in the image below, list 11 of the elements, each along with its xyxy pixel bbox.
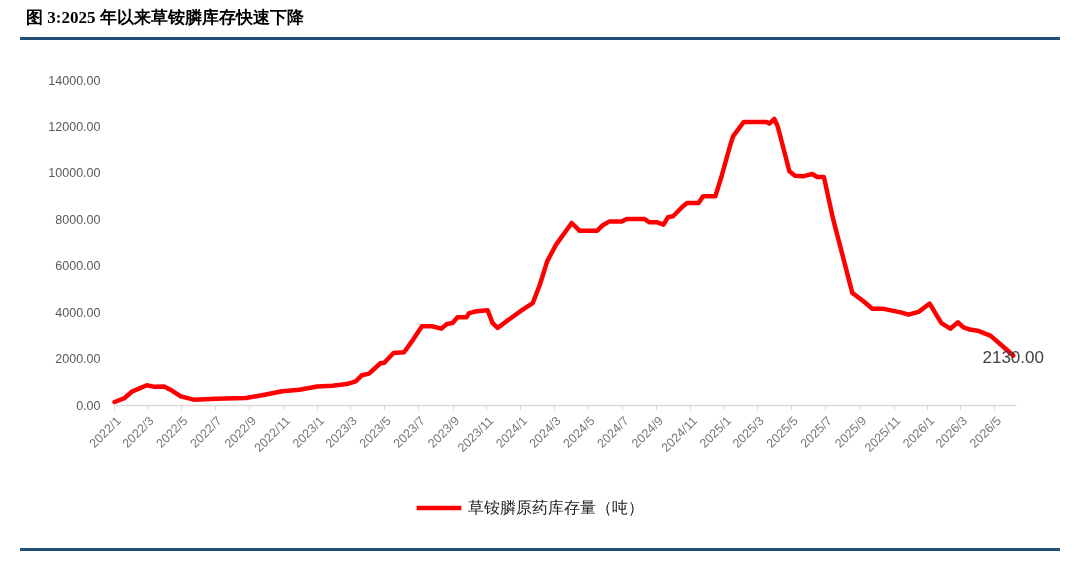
y-tick-label: 8000.00 (55, 212, 101, 227)
y-tick-label: 4000.00 (55, 305, 101, 320)
y-tick-label: 12000.00 (48, 119, 101, 134)
legend-label: 草铵膦原药库存量（吨） (468, 499, 644, 516)
annotation: 2130.00 (982, 347, 1044, 367)
y-tick-label: 14000.00 (48, 73, 101, 88)
y-tick-label: 10000.00 (48, 166, 101, 181)
chart-title: 图 3:2025 年以来草铵膦库存快速下降 (20, 0, 1060, 40)
y-tick-label: 6000.00 (55, 259, 101, 274)
y-tick-label: 0.00 (76, 398, 101, 413)
y-tick-label: 2000.00 (55, 352, 101, 367)
